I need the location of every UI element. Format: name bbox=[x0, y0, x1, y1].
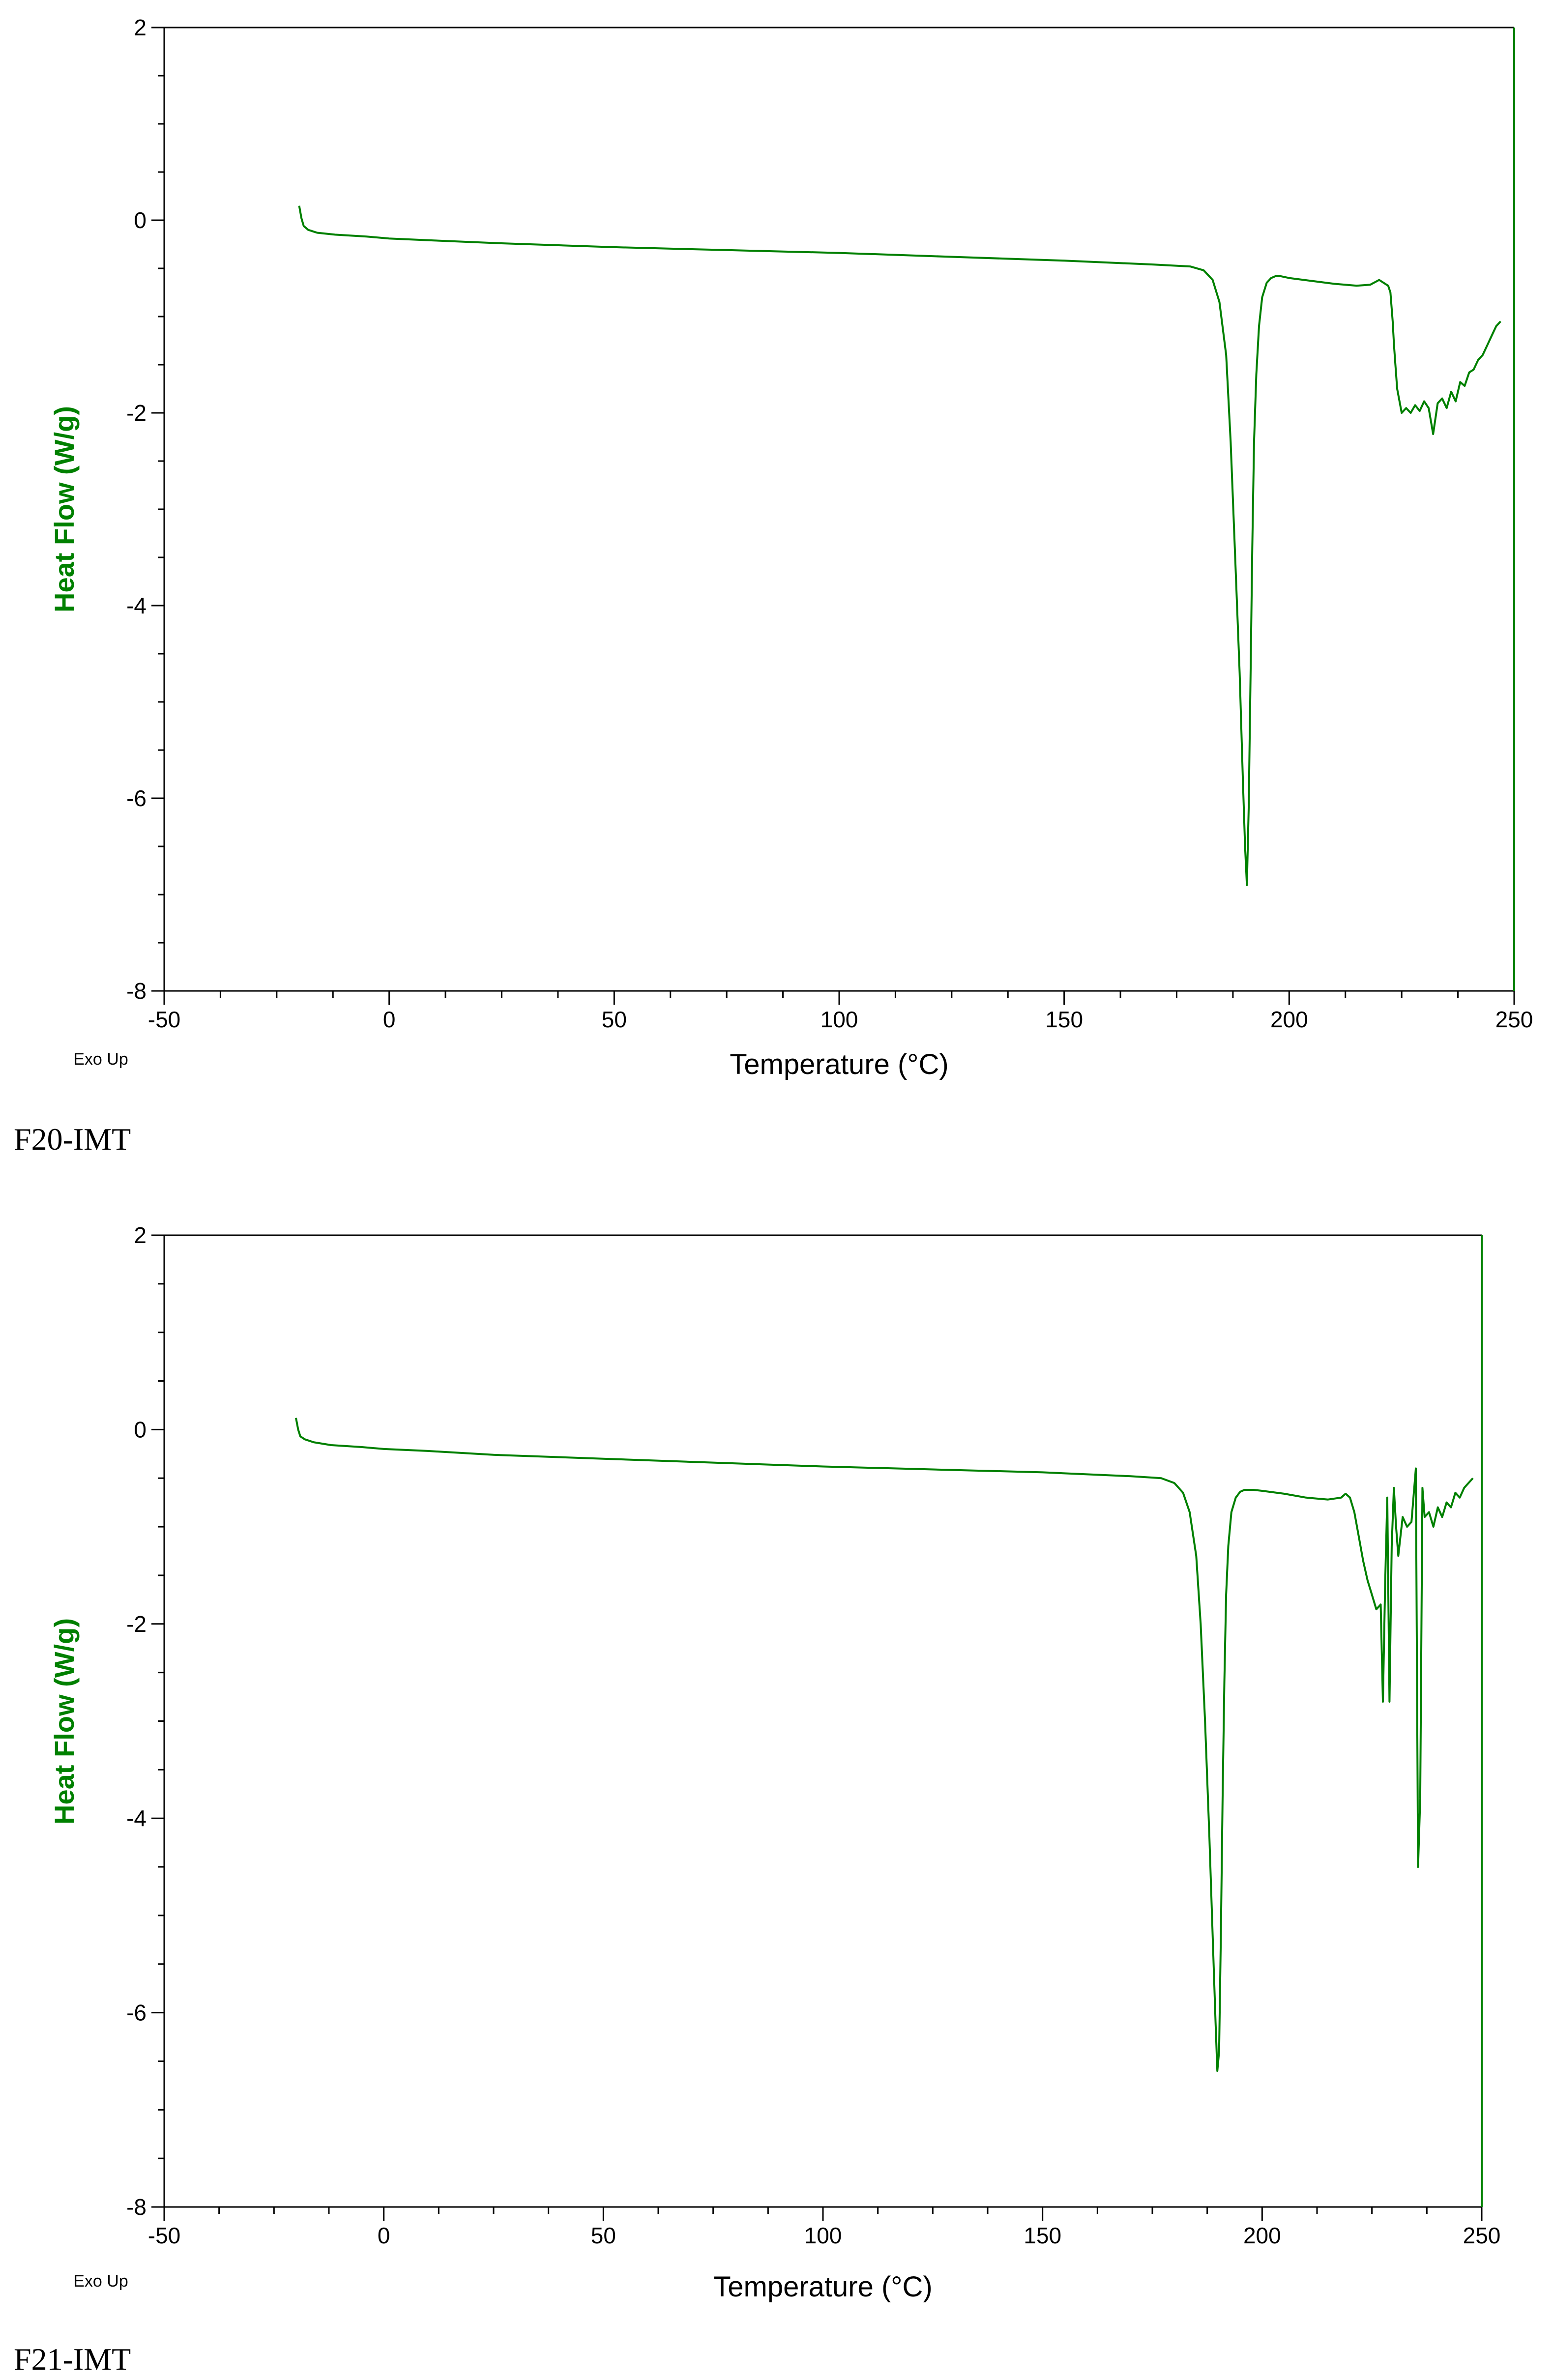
x-tick-label: 50 bbox=[602, 1007, 627, 1032]
y-tick-label: 0 bbox=[134, 1417, 147, 1442]
x-axis-label: Temperature (°C) bbox=[730, 1048, 948, 1080]
y-tick-label: -6 bbox=[126, 2000, 147, 2026]
x-tick-label: 0 bbox=[378, 2223, 390, 2248]
y-axis-label: Heat Flow (W/g) bbox=[49, 1618, 80, 1825]
x-axis-label: Temperature (°C) bbox=[713, 2271, 932, 2303]
y-tick-label: -2 bbox=[126, 1611, 147, 1637]
y-tick-label: -6 bbox=[126, 785, 147, 811]
y-tick-label: 0 bbox=[134, 207, 147, 233]
y-tick-label: -4 bbox=[126, 593, 147, 618]
x-tick-label: 150 bbox=[1045, 1007, 1083, 1032]
x-tick-label: 250 bbox=[1463, 2223, 1501, 2248]
x-tick-label: -50 bbox=[148, 1007, 180, 1032]
x-tick-label: 200 bbox=[1270, 1007, 1308, 1032]
x-tick-label: 200 bbox=[1243, 2223, 1281, 2248]
heat-flow-curve bbox=[295, 1418, 1474, 2072]
x-tick-label: 250 bbox=[1495, 1007, 1533, 1032]
y-tick-label: -4 bbox=[126, 1805, 147, 1831]
chart-2-caption: F21-IMT bbox=[14, 2342, 131, 2377]
y-axis-label: Heat Flow (W/g) bbox=[49, 406, 80, 612]
y-tick-label: -8 bbox=[126, 978, 147, 1004]
y-tick-label: -8 bbox=[126, 2194, 147, 2220]
exo-up-note: Exo Up bbox=[73, 1050, 128, 1069]
heat-flow-curve bbox=[298, 205, 1501, 886]
chart-1-caption: F20-IMT bbox=[14, 1122, 131, 1157]
x-tick-label: -50 bbox=[148, 2223, 180, 2248]
y-tick-label: 2 bbox=[134, 15, 147, 40]
x-tick-label: 50 bbox=[591, 2223, 616, 2248]
x-tick-label: 100 bbox=[820, 1007, 858, 1032]
x-tick-label: 100 bbox=[804, 2223, 842, 2248]
chart-1: -50 0 50 100 150 200 250 2 0 -2 -4 -6 -8 Temperature … bbox=[49, 15, 1533, 1080]
x-tick-label: 0 bbox=[383, 1007, 396, 1032]
x-tick-label: 150 bbox=[1024, 2223, 1061, 2248]
chart-2: -50 0 50 100 150 200 250 2 0 -2 -4 -6 -8 Temperature … bbox=[49, 1222, 1500, 2303]
exo-up-note: Exo Up bbox=[73, 2272, 128, 2291]
y-tick-label: 2 bbox=[134, 1222, 147, 1248]
y-tick-label: -2 bbox=[126, 400, 147, 426]
